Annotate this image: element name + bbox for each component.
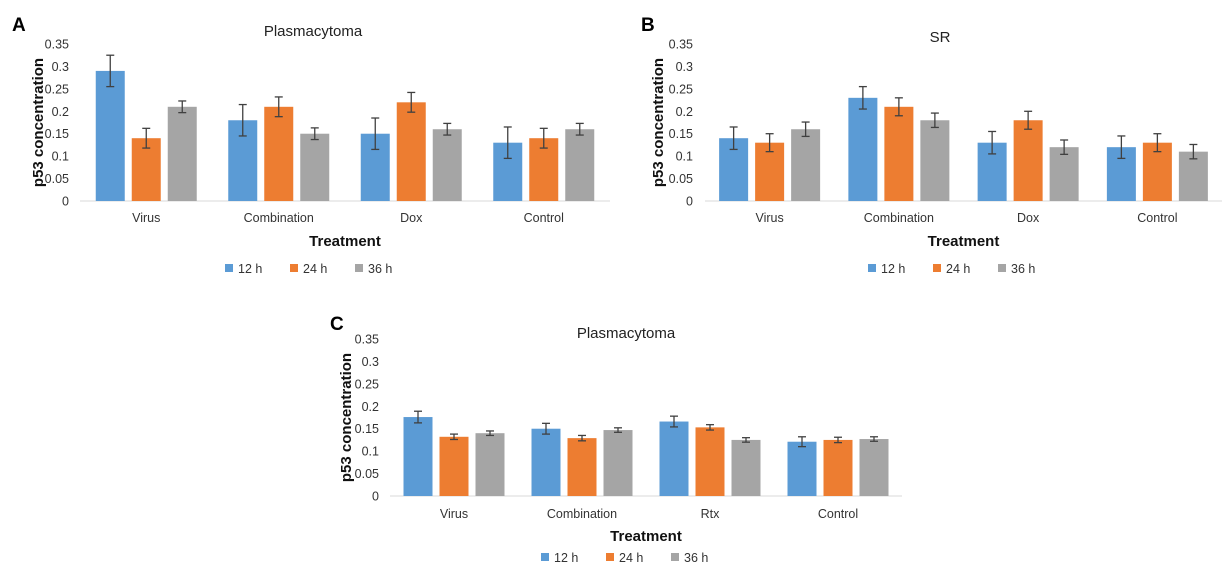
chart-c-legend-swatch [541, 553, 549, 561]
chart-c-legend-swatch [671, 553, 679, 561]
chart-c-bar [439, 436, 469, 496]
chart-b-category-label: Combination [864, 211, 934, 225]
chart-c-ytick-label: 0.15 [355, 422, 379, 436]
chart-c-ytick-label: 0.2 [362, 400, 379, 414]
chart-b-bar [791, 129, 821, 201]
chart-a-ytick-label: 0.35 [45, 38, 69, 52]
chart-c-category-label: Control [818, 507, 858, 521]
chart-a-bar [95, 70, 125, 202]
chart-a-bar [565, 129, 595, 201]
chart-a-bar [264, 106, 294, 201]
chart-c-ytick-label: 0.1 [362, 445, 379, 459]
chart-b-category-label: Virus [755, 211, 783, 225]
chart-b-legend-label: 36 h [1011, 262, 1035, 276]
chart-c-legend-swatch [606, 553, 614, 561]
chart-a-category-label: Control [524, 211, 564, 225]
chart-b-bar [920, 120, 950, 201]
chart-c-category-label: Combination [547, 507, 617, 521]
chart-c-bar [731, 439, 761, 496]
chart-b-panel-label: B [641, 15, 655, 36]
chart-a-title: Plasmacytoma [264, 23, 363, 40]
chart-c-ytick-label: 0.35 [355, 333, 379, 347]
chart-c-bar [403, 417, 433, 496]
chart-b-ytick-label: 0.05 [669, 172, 693, 186]
chart-c-legend-label: 24 h [619, 551, 643, 565]
chart-b-bar [1178, 151, 1208, 201]
chart-a-ytick-label: 0.15 [45, 127, 69, 141]
chart-a-category-label: Virus [132, 211, 160, 225]
chart-c-bar [787, 441, 817, 496]
chart-b-ytick-label: 0.3 [676, 60, 693, 74]
chart-a-legend-swatch [290, 264, 298, 272]
chart-c-bar [659, 421, 689, 496]
chart-c-bar [603, 430, 633, 496]
chart-a-y-axis-title: p53 concentration [30, 58, 47, 187]
chart-a-category-label: Dox [400, 211, 423, 225]
chart-a-ytick-label: 0.2 [52, 105, 69, 119]
chart-b-legend-swatch [933, 264, 941, 272]
chart-a-legend-swatch [355, 264, 363, 272]
chart-b-bar [884, 106, 914, 201]
chart-a-legend-swatch [225, 264, 233, 272]
chart-c-bar [859, 439, 889, 496]
chart-b-legend-swatch [998, 264, 1006, 272]
chart-c-ytick-label: 0.05 [355, 467, 379, 481]
chart-c-category-label: Virus [440, 507, 468, 521]
chart-b-ytick-label: 0.25 [669, 82, 693, 96]
chart-b-bar [1142, 142, 1172, 201]
chart-c-x-axis-title: Treatment [610, 528, 682, 545]
chart-b-bar [1013, 120, 1043, 201]
chart-a-legend-label: 12 h [238, 262, 262, 276]
chart-b-y-axis-title: p53 concentration [650, 58, 667, 187]
chart-b-legend-label: 24 h [946, 262, 970, 276]
chart-a-panel-label: A [12, 15, 26, 36]
chart-b-bar [755, 142, 785, 201]
chart-b-x-axis-title: Treatment [928, 233, 1000, 250]
chart-c-bar [475, 433, 505, 496]
chart-b-bar [1049, 147, 1079, 201]
chart-a-ytick-label: 0.3 [52, 60, 69, 74]
chart-b-ytick-label: 0.1 [676, 150, 693, 164]
chart-a-bar [167, 106, 197, 201]
chart-a-x-axis-title: Treatment [309, 233, 381, 250]
chart-c-y-axis-title: p53 concentration [338, 353, 355, 482]
chart-c-bar [531, 428, 561, 496]
chart-c-category-label: Rtx [701, 507, 721, 521]
chart-a-legend-label: 24 h [303, 262, 327, 276]
chart-b-ytick-label: 0.2 [676, 105, 693, 119]
chart-b-ytick-label: 0 [686, 195, 693, 209]
chart-a-bar [432, 129, 462, 201]
chart-a-legend-label: 36 h [368, 262, 392, 276]
chart-b-legend-swatch [868, 264, 876, 272]
chart-c-bar [695, 427, 725, 496]
chart-c-bar [567, 438, 597, 496]
chart-c-ytick-label: 0 [372, 490, 379, 504]
chart-b-legend-label: 12 h [881, 262, 905, 276]
chart-a-bar [300, 133, 330, 201]
chart-b-bar [848, 97, 878, 201]
chart-b-title: SR [930, 29, 951, 46]
chart-b-category-label: Dox [1017, 211, 1040, 225]
chart-b-ytick-label: 0.35 [669, 38, 693, 52]
chart-c-legend-label: 12 h [554, 551, 578, 565]
chart-b-ytick-label: 0.15 [669, 127, 693, 141]
chart-c-panel-label: C [330, 314, 344, 335]
chart-a-bar [396, 102, 426, 201]
chart-a-ytick-label: 0 [62, 195, 69, 209]
chart-c-bar [823, 439, 853, 496]
chart-a-ytick-label: 0.25 [45, 82, 69, 96]
chart-a-ytick-label: 0.1 [52, 150, 69, 164]
chart-c-title: Plasmacytoma [577, 325, 676, 342]
chart-c-ytick-label: 0.3 [362, 355, 379, 369]
chart-a-category-label: Combination [244, 211, 314, 225]
chart-c-legend-label: 36 h [684, 551, 708, 565]
chart-a-ytick-label: 0.05 [45, 172, 69, 186]
chart-c-ytick-label: 0.25 [355, 377, 379, 391]
chart-b-category-label: Control [1137, 211, 1177, 225]
